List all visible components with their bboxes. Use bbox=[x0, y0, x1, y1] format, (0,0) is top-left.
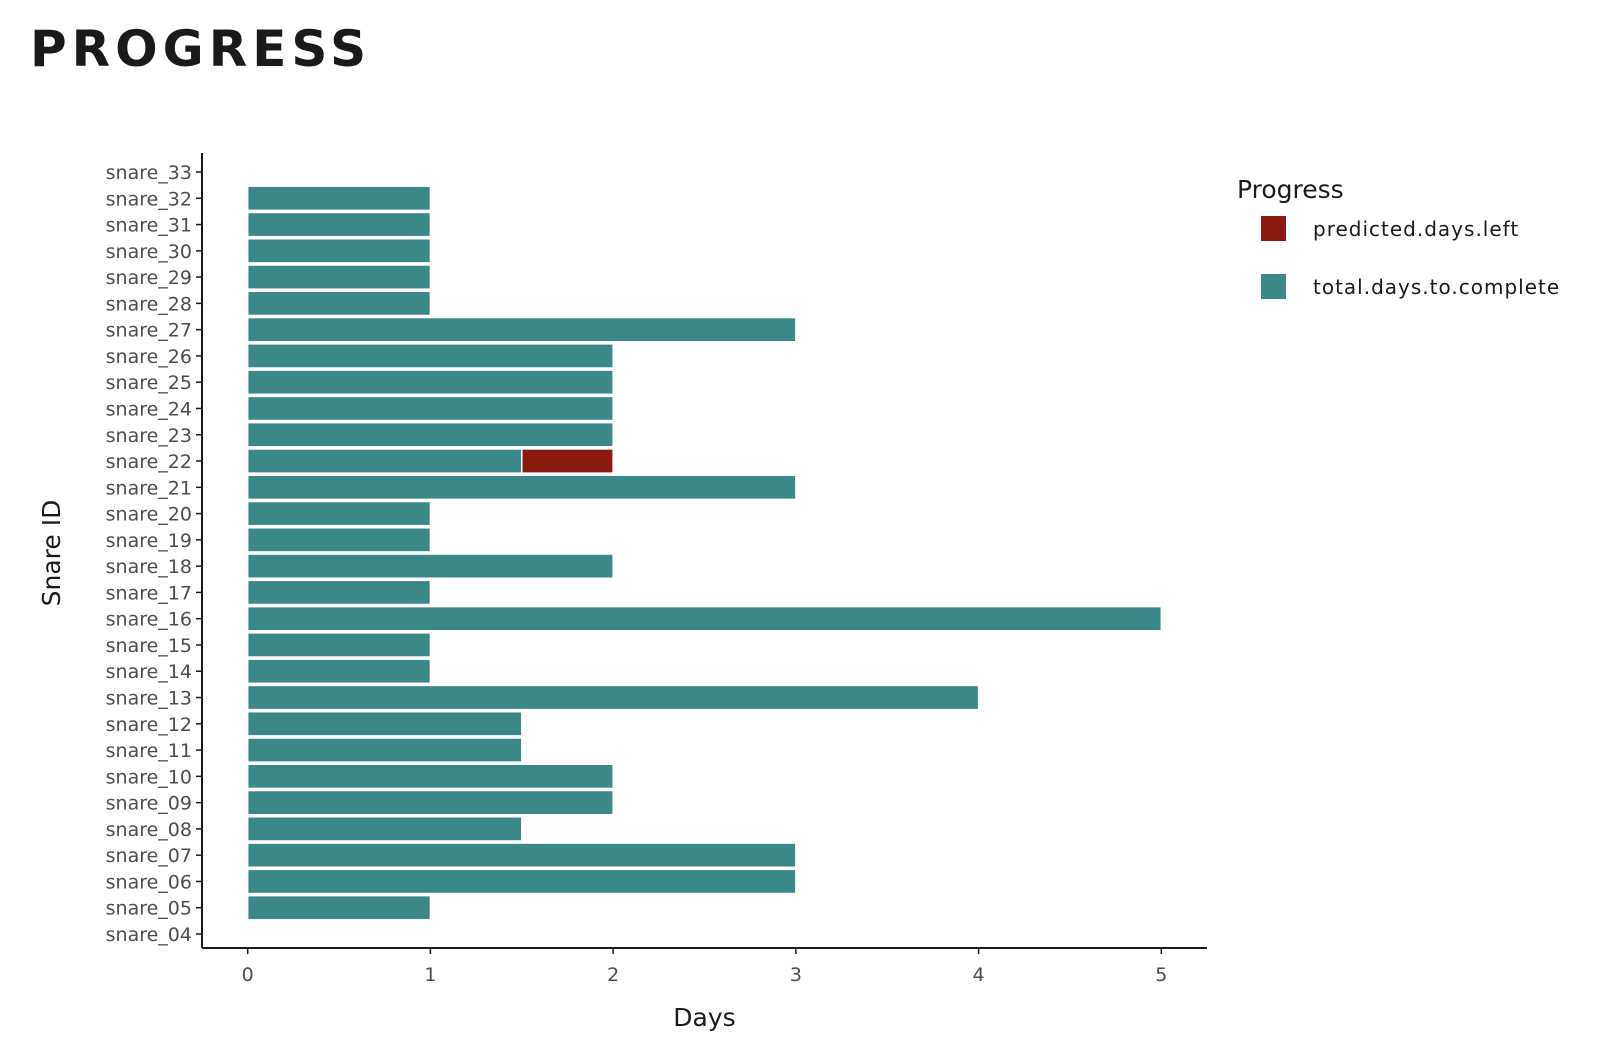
bar-total-snare_23 bbox=[246, 421, 614, 448]
bar-total-snare_30 bbox=[246, 237, 432, 264]
x-tick-label: 4 bbox=[973, 964, 985, 986]
y-tick-label: snare_08 bbox=[106, 819, 192, 841]
x-tick-label: 2 bbox=[607, 964, 619, 986]
x-tick-label: 0 bbox=[242, 964, 254, 986]
y-tick-label: snare_28 bbox=[106, 293, 192, 315]
y-tick-label: snare_21 bbox=[106, 477, 192, 499]
bar-total-snare_25 bbox=[246, 369, 614, 396]
y-axis-title: Snare ID bbox=[37, 500, 66, 607]
y-tick-label: snare_26 bbox=[106, 346, 192, 368]
bar-total-snare_18 bbox=[246, 553, 614, 579]
x-tick-label: 5 bbox=[1155, 964, 1167, 986]
bar-total-snare_10 bbox=[246, 763, 614, 790]
bar-total-snare_14 bbox=[246, 658, 432, 685]
bar-total-snare_12 bbox=[246, 710, 523, 737]
bar-total-snare_24 bbox=[246, 395, 614, 422]
x-axis-title: Days bbox=[673, 1003, 735, 1032]
y-tick-label: snare_23 bbox=[106, 425, 192, 447]
x-tick-label: 1 bbox=[424, 964, 436, 986]
bar-total-snare_20 bbox=[246, 500, 432, 527]
y-tick-label: snare_24 bbox=[106, 398, 192, 420]
bar-total-snare_21 bbox=[246, 474, 797, 501]
y-tick-label: snare_17 bbox=[106, 582, 192, 604]
bar-total-snare_32 bbox=[246, 185, 432, 212]
bar-total-snare_28 bbox=[246, 290, 432, 317]
bar-total-snare_08 bbox=[246, 816, 523, 842]
bar-total-snare_29 bbox=[246, 264, 432, 290]
legend-label-total: total.days.to.complete bbox=[1313, 275, 1560, 299]
legend: Progress predicted.days.left total.days.to… bbox=[1237, 175, 1560, 299]
y-tick-label: snare_22 bbox=[106, 451, 192, 473]
bar-total-snare_07 bbox=[246, 842, 797, 869]
y-tick-label: snare_07 bbox=[106, 845, 192, 867]
bar-total-snare_27 bbox=[246, 316, 797, 343]
bar-total-snare_31 bbox=[246, 211, 432, 238]
legend-title: Progress bbox=[1237, 175, 1344, 204]
y-tick-label: snare_11 bbox=[106, 740, 192, 762]
y-tick-label: snare_27 bbox=[106, 320, 192, 342]
y-tick-label: snare_32 bbox=[106, 188, 192, 210]
y-tick-label: snare_04 bbox=[106, 924, 192, 946]
x-tick-label: 3 bbox=[790, 964, 802, 986]
legend-label-predicted: predicted.days.left bbox=[1313, 217, 1519, 241]
y-tick-label: snare_18 bbox=[106, 556, 192, 578]
bar-total-snare_22 bbox=[246, 448, 523, 474]
y-tick-label: snare_33 bbox=[106, 162, 192, 184]
y-tick-label: snare_25 bbox=[106, 372, 192, 394]
bar-total-snare_05 bbox=[246, 894, 432, 921]
y-tick-label: snare_14 bbox=[106, 661, 192, 683]
y-tick-label: snare_13 bbox=[106, 688, 192, 710]
y-tick-label: snare_09 bbox=[106, 793, 192, 815]
bar-total-snare_06 bbox=[246, 868, 797, 895]
y-tick-label: snare_30 bbox=[106, 241, 192, 263]
y-tick-label: snare_15 bbox=[106, 635, 192, 657]
bar-total-snare_19 bbox=[246, 527, 432, 553]
bar-total-snare_13 bbox=[246, 684, 980, 711]
bar-total-snare_26 bbox=[246, 343, 614, 369]
y-tick-label: snare_19 bbox=[106, 530, 192, 552]
y-tick-label: snare_05 bbox=[106, 898, 192, 920]
bar-predicted-snare_22 bbox=[521, 448, 614, 474]
bar-total-snare_15 bbox=[246, 632, 432, 658]
page-title: PROGRESS bbox=[30, 20, 372, 78]
y-tick-label: snare_29 bbox=[106, 267, 192, 289]
y-tick-label: snare_20 bbox=[106, 504, 192, 526]
bars-layer bbox=[246, 185, 1163, 921]
y-tick-label: snare_12 bbox=[106, 714, 192, 736]
y-tick-label: snare_06 bbox=[106, 871, 192, 893]
axes-layer: snare_04 snare_05 snare_06 snare_07 snare_08… bbox=[37, 153, 1207, 1032]
bar-total-snare_16 bbox=[246, 605, 1163, 632]
legend-swatch-total bbox=[1261, 274, 1286, 299]
bar-total-snare_11 bbox=[246, 737, 523, 763]
y-tick-label: snare_31 bbox=[106, 215, 192, 237]
bar-total-snare_09 bbox=[246, 789, 614, 816]
y-tick-label: snare_16 bbox=[106, 609, 192, 631]
bar-total-snare_17 bbox=[246, 579, 432, 606]
y-tick-label: snare_10 bbox=[106, 766, 192, 788]
legend-swatch-predicted bbox=[1261, 216, 1286, 241]
